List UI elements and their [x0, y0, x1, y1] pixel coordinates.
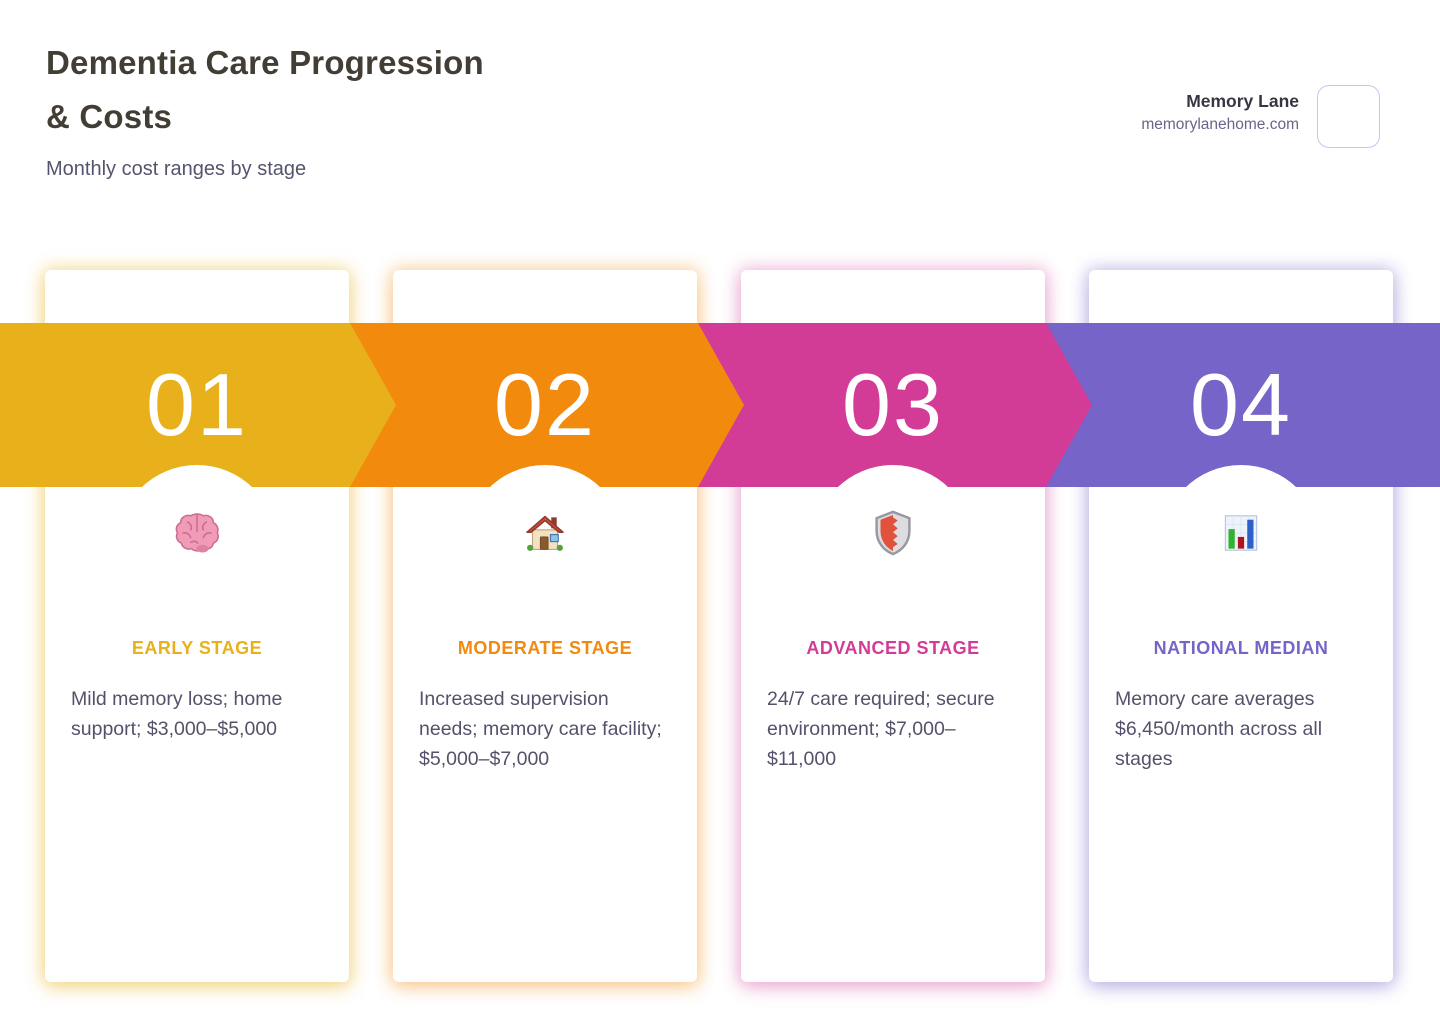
stage-label: ADVANCED STAGE: [806, 638, 980, 658]
arrow-segment-2: [350, 323, 744, 487]
stage-number: 03: [842, 355, 944, 454]
page-title-line1: Dementia Care Progression: [46, 44, 484, 81]
brand-logo-placeholder: [1317, 85, 1380, 148]
arrow-segment-3: [698, 323, 1092, 487]
stage-description: Mild memory loss; home support; $3,000–$…: [71, 688, 283, 740]
page-title: Dementia Care Progression & Costs: [46, 36, 484, 144]
page-title-line2: & Costs: [46, 98, 173, 135]
arrow-segment-1: [0, 323, 396, 487]
brand-domain: memorylanehome.com: [1141, 116, 1299, 133]
brain-icon: [175, 513, 220, 553]
shield-icon: [875, 510, 911, 556]
brand-name: Memory Lane: [1186, 91, 1299, 111]
arrow-segment-4: [1046, 323, 1440, 487]
brand-block: Memory Lane memorylanehome.com: [1141, 85, 1380, 148]
stage-number: 02: [494, 355, 596, 454]
stage-label: MODERATE STAGE: [457, 638, 633, 658]
stage-description: Increased supervision needs; memory care…: [419, 688, 662, 770]
page-subtitle: Monthly cost ranges by stage: [46, 158, 307, 180]
bar-chart-icon: [1224, 515, 1258, 551]
stage-label: NATIONAL MEDIAN: [1153, 638, 1329, 658]
stage-number: 04: [1190, 355, 1292, 454]
brand-text: Memory Lane memorylanehome.com: [1141, 85, 1299, 134]
stage-description: Memory care averages $6,450/month across…: [1115, 688, 1323, 770]
house-icon: [526, 515, 564, 551]
page-header: Dementia Care Progression & Costs Monthl…: [46, 36, 484, 181]
stage-label: EARLY STAGE: [131, 638, 263, 658]
progression-arrow-band: [0, 323, 1440, 487]
stage-description: 24/7 care required; secure environment; …: [767, 688, 995, 770]
stage-number: 01: [146, 355, 248, 454]
